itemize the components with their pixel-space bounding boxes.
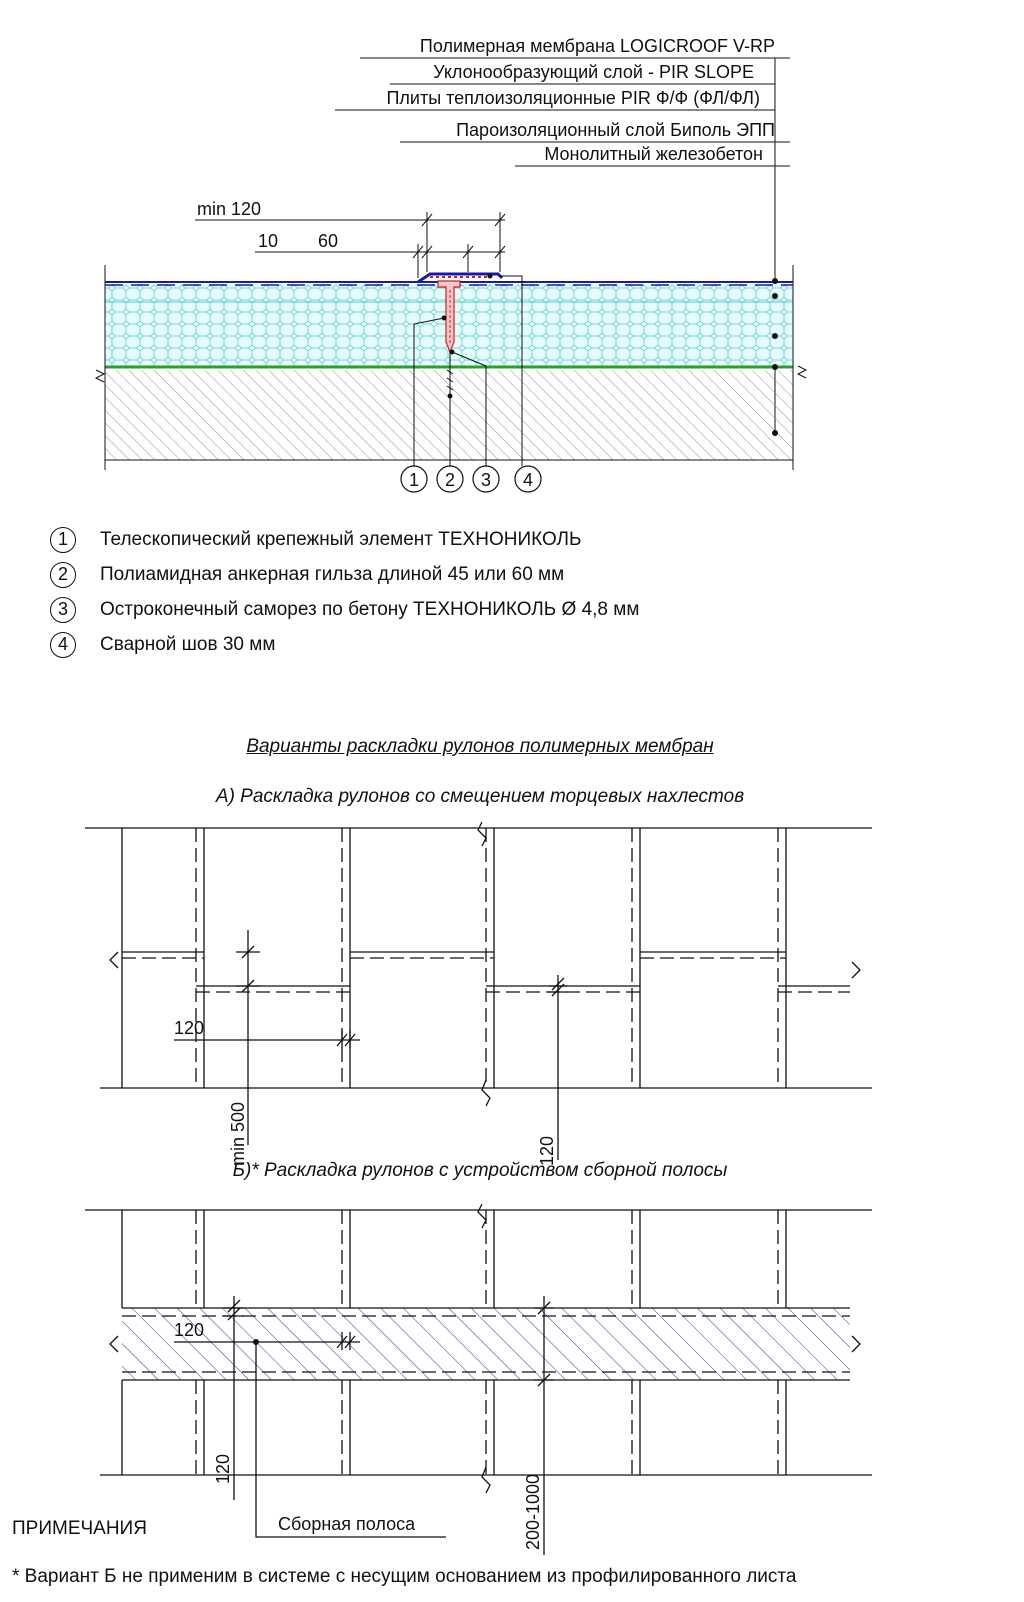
layer-leaders xyxy=(335,57,790,433)
layer-label-2: Уклонообразующий слой - PIR SLOPE xyxy=(433,62,754,82)
callout-3: 3 xyxy=(481,470,491,490)
layer-label-5: Монолитный железобетон xyxy=(544,144,763,164)
callout-markers xyxy=(400,465,542,493)
legend-text: Телескопический крепежный элемент ТЕХНОН… xyxy=(100,528,582,550)
concrete-layer xyxy=(105,370,793,460)
telescopic-fastener xyxy=(437,280,461,354)
variant-a-dim-overlap: 120 xyxy=(174,1018,204,1038)
variant-b-title: Б)* Раскладка рулонов с устройством сбор… xyxy=(232,1160,728,1181)
dim-overall: min 120 xyxy=(197,199,261,219)
legend-text: Сварной шов 30 мм xyxy=(100,633,276,655)
dim-a: 10 xyxy=(258,231,278,251)
legend-item: 2 Полиамидная анкерная гильза длиной 45 … xyxy=(50,557,639,592)
legend-text: Полиамидная анкерная гильза длиной 45 ил… xyxy=(100,563,565,585)
layer-label-1: Полимерная мембрана LOGICROOF V-RP xyxy=(420,36,775,56)
legend-number: 3 xyxy=(50,596,76,623)
legend-item: 4 Сварной шов 30 мм xyxy=(50,627,639,662)
variant-a-title: А) Раскладка рулонов со смещением торцев… xyxy=(215,786,745,807)
variant-b-dim-overlap-v: 120 xyxy=(213,1454,233,1484)
dim-b: 60 xyxy=(318,231,338,251)
legend-number: 1 xyxy=(50,526,76,553)
legend-number: 4 xyxy=(50,631,76,658)
dimension-lines xyxy=(195,212,506,278)
callout-leaders xyxy=(413,275,523,466)
legend: 1 Телескопический крепежный элемент ТЕХН… xyxy=(50,522,639,662)
layout-variant-a xyxy=(85,821,872,1160)
layouts-title: Варианты раскладки рулонов полимерных ме… xyxy=(246,736,714,757)
notes-title: ПРИМЕЧАНИЯ xyxy=(12,1518,147,1539)
legend-number: 2 xyxy=(50,561,76,588)
callout-4: 4 xyxy=(523,470,533,490)
legend-item: 1 Телескопический крепежный элемент ТЕХН… xyxy=(50,522,639,557)
collector-strip-label: Сборная полоса xyxy=(278,1514,416,1534)
variant-a-dim-offset: min 500 xyxy=(228,1102,248,1166)
layer-label-3: Плиты теплоизоляционные PIR Ф/Ф (ФЛ/ФЛ) xyxy=(386,88,760,108)
layout-variant-b xyxy=(85,1203,872,1555)
callout-1: 1 xyxy=(409,470,419,490)
layer-label-4: Пароизоляционный слой Биполь ЭПП xyxy=(456,120,775,140)
callout-2: 2 xyxy=(445,470,455,490)
note-item: * Вариант Б не применим в системе с несу… xyxy=(12,1566,797,1587)
variant-b-dim-overlap: 120 xyxy=(174,1320,204,1340)
roof-section: min 120 10 60 Полимерная мембрана LOGICR… xyxy=(94,36,808,493)
anchor-screw xyxy=(446,352,454,400)
variant-b-dim-strip: 200-1000 xyxy=(523,1474,543,1550)
variant-a-dim-overlap-2: 120 xyxy=(537,1136,557,1166)
legend-item: 3 Остроконечный саморез по бетону ТЕХНОН… xyxy=(50,592,639,627)
legend-text: Остроконечный саморез по бетону ТЕХНОНИК… xyxy=(100,598,640,620)
